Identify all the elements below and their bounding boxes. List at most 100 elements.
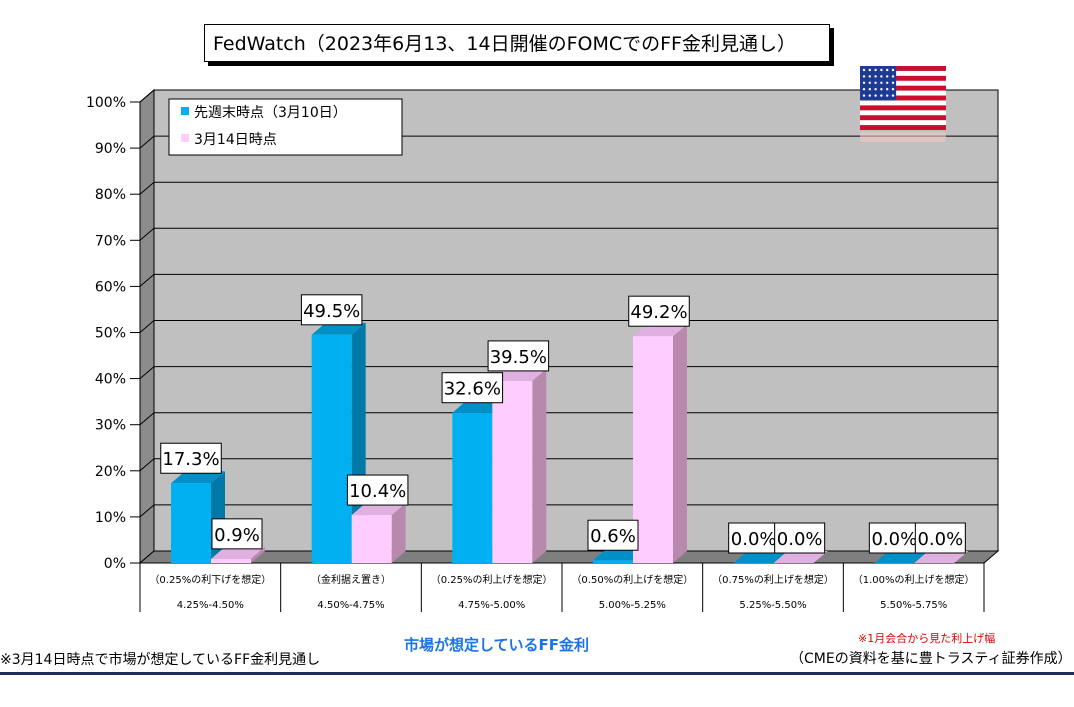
bar-2-3 [492, 368, 547, 563]
bar-front [633, 336, 673, 563]
data-label-text: 17.3% [162, 449, 219, 470]
gridline [139, 320, 155, 333]
flag-star [862, 94, 866, 97]
data-label: 32.6% [441, 372, 504, 404]
y-tick-label: 70% [95, 233, 126, 249]
data-label-text: 0.0% [731, 529, 777, 550]
gridline [139, 89, 155, 103]
flag-star [874, 88, 877, 91]
bar-top [633, 324, 687, 337]
bar-front [211, 558, 251, 563]
bar-top [171, 471, 225, 484]
gridline [139, 227, 155, 241]
data-label: 49.5% [300, 294, 363, 326]
bar-top [733, 551, 788, 563]
flag-star [891, 88, 895, 91]
x-category-range: 5.50%-5.75% [880, 600, 947, 611]
data-label-box [914, 522, 966, 554]
legend-box [168, 98, 403, 156]
data-label-text: 49.5% [303, 301, 360, 322]
data-label-box [774, 522, 826, 554]
bar-1-6 [874, 551, 929, 563]
data-label: 0.6% [587, 519, 639, 551]
x-category-note: （金利据え置き） [311, 573, 391, 586]
bar-2-2 [351, 503, 406, 563]
data-label-box [346, 474, 409, 506]
flag-star [862, 81, 866, 85]
data-label-box [160, 442, 222, 474]
chart: 0% 10% 20% 30% 40% 50% 60% 70% 80% 90% 100% （0.25%の… [86, 66, 1000, 612]
y-tick-label: 40% [95, 372, 126, 388]
data-label: 17.3% [160, 442, 222, 474]
us-flag-icon [860, 66, 946, 142]
flag-star [891, 75, 895, 78]
bar-top [351, 503, 406, 516]
flag-stripe [860, 105, 946, 111]
x-category-range: 4.50%-4.75% [317, 600, 384, 611]
x-category-range: 4.75%-5.00% [458, 600, 525, 611]
x-category-note: （1.00%の利上げを想定） [853, 573, 975, 586]
data-label-box [211, 518, 263, 550]
bar-front [171, 483, 211, 563]
flag-stripe [860, 125, 946, 130]
data-label-text: 0.9% [214, 525, 260, 546]
flag-stripe [860, 85, 946, 91]
data-label-text: 10.4% [349, 481, 406, 502]
flag-star [874, 68, 877, 72]
bar-top [211, 546, 265, 559]
flag-star [886, 88, 889, 91]
bottom-rule [0, 672, 1074, 675]
gridline [139, 274, 155, 287]
flag-star [886, 94, 889, 97]
flag-star [868, 81, 871, 85]
flag-star [862, 75, 866, 78]
bar-side [532, 368, 547, 563]
y-tick-label: 100% [86, 95, 126, 111]
data-label: 0.0% [914, 522, 966, 554]
x-category-range: 5.25%-5.50% [739, 600, 806, 611]
flag-star [874, 81, 877, 85]
bar-front [593, 560, 633, 563]
flag-star [880, 75, 883, 78]
flag-canton [860, 66, 897, 101]
gridline [139, 366, 155, 379]
flag-star [880, 68, 883, 72]
gridline [139, 458, 155, 472]
flag-star [868, 68, 871, 72]
data-label-box [441, 372, 504, 404]
bar-top [914, 551, 969, 563]
gridline [139, 412, 155, 426]
flag-stripe [860, 95, 946, 101]
bar-2-5 [773, 551, 828, 563]
bar-front [311, 334, 352, 563]
flag-star [886, 75, 889, 78]
data-label-box [628, 295, 690, 327]
flag-star [891, 94, 895, 97]
legend-swatch [181, 107, 189, 115]
flag-star [880, 81, 883, 85]
flag-stripe [860, 75, 946, 81]
flag-star [874, 75, 877, 78]
bar-top [773, 551, 828, 563]
data-label-box [868, 522, 920, 554]
legend-label: 3月14日時点 [194, 132, 277, 148]
flag-star [862, 88, 866, 91]
bar-2-4 [633, 324, 687, 563]
data-label-box [487, 340, 550, 372]
y-tick-label: 80% [95, 187, 126, 203]
footnote-left: ※3月14日時点で市場が想定しているFF金利見通し [0, 652, 321, 668]
x-category-note: （0.25%の利下げを想定） [149, 573, 271, 586]
flag-star [868, 75, 871, 78]
bar-side [391, 503, 406, 563]
y-tick-label: 0% [104, 556, 126, 572]
data-label: 49.2% [628, 295, 690, 327]
flag-star [891, 81, 895, 85]
y-tick-label: 30% [95, 418, 126, 434]
data-label: 39.5% [487, 340, 550, 372]
data-label-text: 0.0% [777, 529, 823, 550]
y-tick-label: 50% [95, 326, 126, 342]
data-label-box [587, 519, 639, 551]
data-label: 0.0% [774, 522, 826, 554]
bar-front [452, 412, 493, 563]
gridline [139, 135, 155, 149]
